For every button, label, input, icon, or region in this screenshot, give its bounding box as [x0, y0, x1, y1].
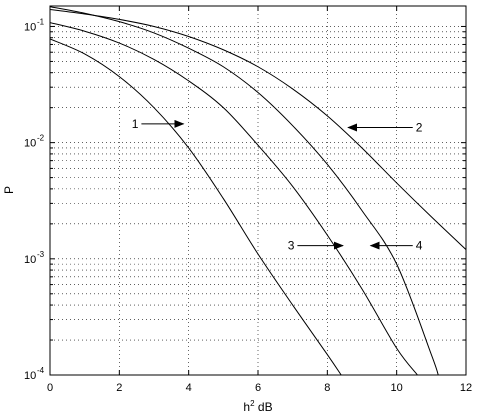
grid-layer: [50, 6, 466, 375]
y-tick-label: 10: [24, 254, 36, 266]
x-axis-label: h2 dB: [243, 399, 272, 414]
series-curve-3: [50, 22, 418, 375]
annotation-label-3: 3: [288, 239, 295, 253]
x-tick-label: 8: [324, 382, 330, 394]
annotation-label-2: 2: [416, 120, 423, 134]
y-tick-exponent: -1: [37, 17, 45, 26]
annotation-layer: 1 2 3 4: [132, 117, 423, 253]
y-tick-label: 10: [24, 370, 36, 382]
x-axis-label-sup: 2: [250, 399, 255, 408]
x-axis-label-base: h: [243, 400, 250, 414]
y-tick-exponent: -4: [37, 366, 45, 375]
y-tick-exponent: -3: [37, 250, 45, 259]
x-axis-label-unit: dB: [255, 400, 273, 414]
x-tick-label: 4: [186, 382, 192, 394]
x-tick-label: 10: [391, 382, 403, 394]
series-curve-4: [50, 6, 439, 375]
annotation-label-1: 1: [132, 117, 139, 131]
series-curve-2: [50, 8, 466, 250]
annotation-label-4: 4: [416, 239, 423, 253]
x-tick-label: 2: [116, 382, 122, 394]
x-tick-label: 12: [460, 382, 472, 394]
x-tick-label: 0: [47, 382, 53, 394]
y-tick-label: 10: [24, 21, 36, 33]
x-tick-label: 6: [255, 382, 261, 394]
series-curve-1: [50, 38, 342, 375]
y-tick-label: 10: [24, 138, 36, 150]
y-tick-exponent: -2: [37, 134, 45, 143]
series-layer: [50, 6, 466, 375]
y-axis-label: P: [2, 186, 16, 194]
